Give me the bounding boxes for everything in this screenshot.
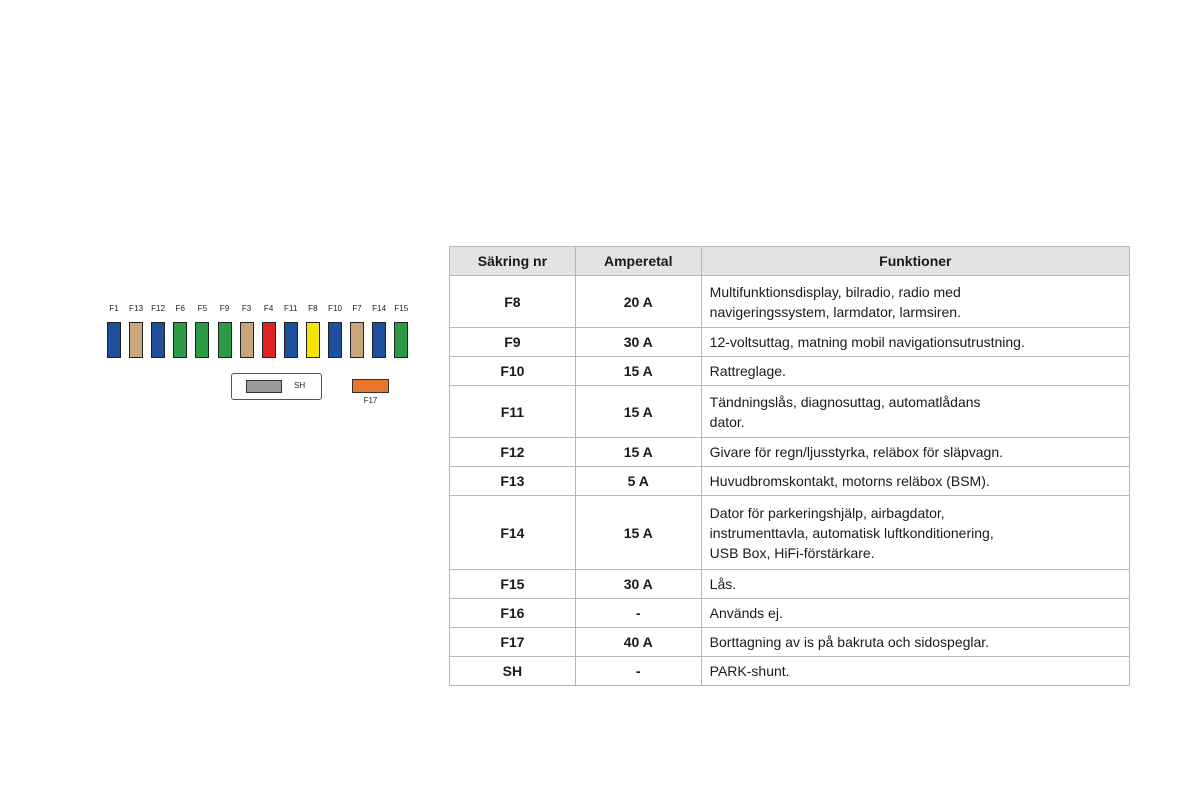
fuse-number-cell: F12 <box>449 437 576 467</box>
fuse-label: F10 <box>327 304 343 313</box>
fuse-f5 <box>195 322 210 358</box>
fuse-f7 <box>350 322 365 358</box>
fuse-f10 <box>328 322 342 358</box>
fuse-number-cell: F14 <box>449 495 576 570</box>
table-row: F13 5 A Huvudbromskontakt, motorns reläbox… <box>449 466 1131 496</box>
table-row: F11 15 A Tändningslås, diagnosuttag, autom… <box>449 385 1131 438</box>
amperage-cell: - <box>574 598 702 628</box>
function-cell: 12-voltsuttag, matning mobil navigations… <box>700 327 1131 357</box>
fuse-number-cell: F13 <box>449 466 576 496</box>
function-cell: Rattreglage. <box>700 356 1131 386</box>
function-cell: Lås. <box>700 569 1131 599</box>
fuse-number-cell: F10 <box>449 356 576 386</box>
function-cell: Huvudbromskontakt, motorns reläbox (BSM)… <box>700 466 1131 496</box>
function-cell: Tändningslås, diagnosuttag, automatlådan… <box>700 385 1131 438</box>
amperage-cell: 15 A <box>574 437 702 467</box>
fuse-f8 <box>305 322 320 358</box>
table-row: F14 15 A Dator för parkeringshjälp, airbag… <box>449 495 1131 570</box>
fuse-label: F12 <box>151 304 166 313</box>
shunt-label: SH <box>294 381 306 390</box>
fuse-number-cell: F11 <box>449 385 576 438</box>
fuse-table-header: Säkring nr Amperetal Funktioner <box>449 246 1131 276</box>
function-cell: Givare för regn/ljusstyrka, reläbox för … <box>700 437 1131 467</box>
fuse-f4 <box>261 322 276 358</box>
amperage-cell: 20 A <box>574 275 702 328</box>
table-row: F8 20 A Multifunktionsdisplay, bilradio, r… <box>449 275 1131 328</box>
fuse-label: F1 <box>109 304 119 313</box>
amperage-cell: 15 A <box>574 385 702 438</box>
amperage-cell: 5 A <box>574 466 702 496</box>
fuse-label: F7 <box>352 304 362 313</box>
fuse-f3 <box>239 322 254 358</box>
fuse-f11 <box>283 322 298 358</box>
amperage-cell: 15 A <box>574 495 702 570</box>
fuse-f12 <box>151 322 166 358</box>
fuse-f13 <box>129 322 144 358</box>
fuse-f1 <box>107 322 121 358</box>
table-row: SH - PARK-shunt. <box>449 656 1131 686</box>
fuse-number-cell: SH <box>449 656 576 686</box>
function-cell: Borttagning av is på bakruta och sidospe… <box>700 627 1131 657</box>
fuse-f14 <box>372 322 387 358</box>
table-row: F15 30 A Lås. <box>449 569 1131 599</box>
fuse-label: F14 <box>372 304 387 313</box>
fuse-f15 <box>394 322 409 358</box>
amperage-cell: 30 A <box>574 569 702 599</box>
fuse-f17 <box>352 379 389 393</box>
fuse-f6 <box>173 322 188 358</box>
fuse-label: F4 <box>263 304 274 313</box>
fuse-number-cell: F16 <box>449 598 576 628</box>
fuse-label: F8 <box>308 304 318 313</box>
function-cell: Dator för parkeringshjälp, airbagdator, … <box>700 495 1131 570</box>
table-row: F16- Används ej. <box>449 598 1131 628</box>
amperage-cell: 30 A <box>574 327 702 357</box>
table-row: F17 40 A Borttagning av is på bakruta och … <box>449 627 1131 657</box>
fuse-f9 <box>217 322 232 358</box>
table-row: F12 15 A Givare för regn/ljusstyrka, reläb… <box>449 437 1131 467</box>
fuse-label: F3 <box>241 304 252 313</box>
header-amperage: Amperetal <box>574 246 702 276</box>
fuse-table: Säkring nr Amperetal Funktioner F8 20 A Mu… <box>449 246 1131 686</box>
fuse-label: F6 <box>175 304 186 313</box>
fuse-label: F13 <box>129 304 144 313</box>
header-functions: Funktioner <box>700 246 1131 276</box>
fuse-number-cell: F15 <box>449 569 576 599</box>
fuse-label: F11 <box>284 304 298 313</box>
amperage-cell: - <box>574 656 702 686</box>
function-cell: Används ej. <box>700 598 1131 628</box>
fuse-number-cell: F9 <box>449 327 576 357</box>
fuse-number-cell: F8 <box>449 275 576 328</box>
amperage-cell: 40 A <box>574 627 702 657</box>
shunt-fuse <box>246 380 282 393</box>
fuse-label: F5 <box>197 304 208 313</box>
fuse-f17-label: F17 <box>363 396 378 405</box>
table-row: F9 30 A 12-voltsuttag, matning mobil navig… <box>449 327 1131 357</box>
fuse-labels-row: F1 F13 F12 F6 F5 F9 F3 F4 F11 F8 F10 F7 F14 F15 <box>104 304 414 316</box>
fuse-table-body: F8 20 A Multifunktionsdisplay, bilradio, r… <box>449 275 1131 686</box>
shunt-holder: SH <box>231 373 322 400</box>
fuse-label: F9 <box>219 304 230 313</box>
fuse-label: F15 <box>394 304 409 313</box>
function-cell: Multifunktionsdisplay, bilradio, radio m… <box>700 275 1131 328</box>
amperage-cell: 15 A <box>574 356 702 386</box>
table-row: F10 15 A Rattreglage. <box>449 356 1131 386</box>
fuse-box-diagram: F1 F13 F12 F6 F5 F9 F3 F4 F11 F8 F10 F7 F14 F15 SH F1… <box>0 0 420 420</box>
function-cell: PARK-shunt. <box>700 656 1131 686</box>
header-fuse-number: Säkring nr <box>449 246 576 276</box>
fuse-number-cell: F17 <box>449 627 576 657</box>
